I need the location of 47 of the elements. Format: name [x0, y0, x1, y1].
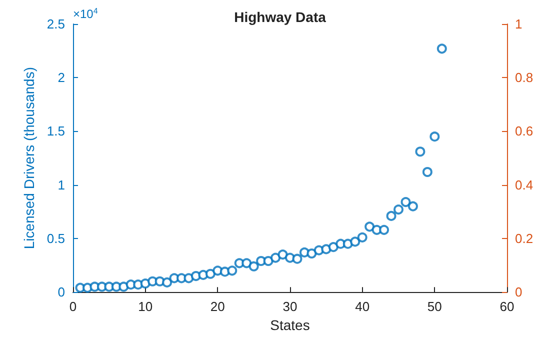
y-tick-label: 1 — [58, 177, 65, 192]
point — [350, 236, 360, 247]
point — [292, 254, 302, 264]
point — [248, 261, 259, 272]
point — [422, 166, 432, 177]
point — [162, 277, 172, 288]
point — [430, 132, 440, 142]
y-tick-label: 2.5 — [46, 16, 65, 32]
y2-tick-label: 0.6 — [515, 124, 534, 139]
point — [328, 242, 338, 252]
x-tick-label: 0 — [69, 299, 77, 314]
y-tick-label: 1.5 — [46, 124, 65, 139]
point — [379, 224, 390, 235]
y2-tick-label: 0.2 — [515, 230, 534, 246]
point — [227, 266, 238, 276]
point — [415, 146, 426, 157]
x-tick-label: 30 — [282, 299, 298, 314]
point — [306, 248, 317, 258]
point — [357, 232, 368, 242]
point — [263, 256, 274, 266]
x-tick-label: 20 — [210, 299, 225, 314]
point — [270, 252, 281, 263]
y-tick-label: 2 — [58, 70, 65, 86]
x-axis-title: States — [270, 317, 310, 333]
y2-tick-label: 0.4 — [515, 177, 534, 192]
point — [364, 222, 375, 232]
x-tick-label: 50 — [427, 299, 442, 314]
y2-tick-label: 0.8 — [515, 70, 534, 86]
y-tick-label: 0 — [58, 284, 65, 300]
point — [242, 258, 252, 268]
x-tick-label: 10 — [138, 299, 153, 314]
point — [278, 250, 288, 260]
chart-title: Highway Data — [234, 9, 326, 25]
y2-tick-label: 0 — [515, 284, 522, 300]
point — [118, 282, 129, 292]
x-tick-label: 60 — [500, 299, 514, 314]
point — [408, 201, 418, 212]
point — [386, 210, 396, 221]
y-tick-label: 0.5 — [46, 230, 65, 246]
point — [205, 268, 216, 279]
point — [436, 44, 447, 54]
y2-tick-label: 1 — [515, 16, 522, 32]
point — [140, 278, 150, 289]
y-axis-title: Licensed Drivers (thousands) — [21, 67, 38, 250]
point — [400, 197, 411, 208]
x-tick-label: 40 — [355, 299, 370, 314]
point — [394, 204, 404, 215]
